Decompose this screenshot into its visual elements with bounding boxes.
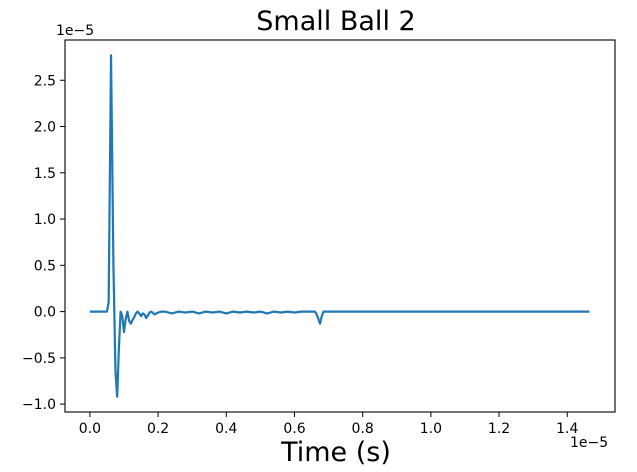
x-tick-label: 0.8 (352, 421, 374, 437)
x-axis-offset-label: 1e−5 (570, 435, 608, 451)
y-axis: −1.0 −0.5 0.0 0.5 1.0 1.5 2.0 2.5 (22, 73, 65, 413)
y-tick-label: 2.0 (34, 120, 56, 136)
x-tick-label: 0.6 (283, 421, 305, 437)
x-tick-label: 1.2 (488, 421, 510, 437)
x-tick-label: 0.0 (79, 421, 101, 437)
x-axis: 0.0 0.2 0.4 0.6 0.8 1.0 1.2 1.4 (79, 412, 578, 437)
chart-title: Small Ball 2 (256, 6, 415, 37)
y-tick-label: −0.5 (22, 351, 56, 367)
plot-area (89, 54, 590, 398)
x-tick-label: 1.0 (420, 421, 442, 437)
x-tick-label: 0.4 (215, 421, 237, 437)
series-line (89, 54, 590, 398)
x-axis-label: Time (s) (280, 437, 391, 468)
x-tick-label: 1.4 (556, 421, 578, 437)
axes-frame (64, 39, 616, 413)
x-tick-label: 0.2 (147, 421, 169, 437)
y-tick-label: 0.5 (34, 258, 56, 274)
y-tick-label: 2.5 (34, 73, 56, 89)
y-tick-label: 1.5 (34, 166, 56, 182)
y-tick-label: 1.0 (34, 212, 56, 228)
y-axis-offset-label: 1e−5 (56, 23, 94, 39)
y-tick-label: −1.0 (22, 397, 56, 413)
y-tick-label: 0.0 (34, 305, 56, 321)
